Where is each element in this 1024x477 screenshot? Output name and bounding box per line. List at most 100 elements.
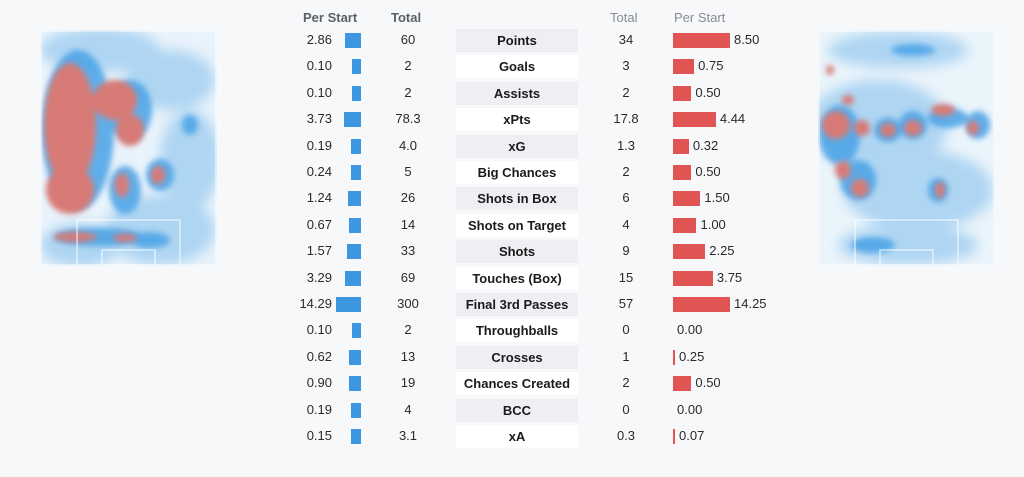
metric-label: Goals: [456, 55, 578, 79]
table-row: 0.10 2 Assists 2 0.50: [0, 81, 1024, 105]
left-total-value: 4: [404, 401, 412, 417]
metric-label: Assists: [456, 81, 578, 105]
left-per-start-value: 0.15: [306, 428, 332, 443]
right-bar: [673, 85, 692, 101]
left-per-start-value: 3.73: [306, 111, 332, 127]
right-bar: [673, 244, 706, 260]
metric-label: Touches (Box): [456, 266, 578, 290]
right-total-value: 9: [622, 243, 630, 259]
left-per-start-value: 0.19: [306, 137, 332, 153]
left-bar: [350, 165, 361, 180]
right-per-start-value: 14.25: [734, 296, 767, 311]
left-bar: [349, 217, 361, 233]
metric-label: Points: [456, 29, 578, 52]
right-per-start-value: 0.50: [695, 164, 721, 179]
heatmap-left: [40, 30, 217, 266]
table-row: 0.67 14 Shots on Target 4 1.00: [0, 213, 1024, 237]
left-total-value: 14: [400, 216, 416, 232]
left-bar: [351, 402, 361, 418]
left-total-value: 26: [400, 190, 416, 206]
left-per-start-value: 0.24: [306, 164, 332, 179]
right-total-value: 0.3: [616, 428, 636, 443]
header-left-total: Total: [391, 10, 422, 25]
table-row: 0.19 4 BCC 0 0.00: [0, 398, 1024, 422]
left-bar: [344, 270, 361, 286]
right-per-start-value: 3.75: [716, 269, 743, 285]
right-total-value: 34: [618, 32, 634, 47]
right-bar: [673, 297, 730, 312]
left-per-start-value: 14.29: [299, 296, 332, 311]
table-row: 1.24 26 Shots in Box 6 1.50: [0, 186, 1024, 211]
right-per-start-value: 0.50: [695, 375, 721, 391]
right-bar: [673, 112, 716, 128]
right-bar: [673, 165, 692, 180]
table-row: 0.62 13 Crosses 1 0.25: [0, 345, 1024, 369]
left-bar: [348, 376, 361, 392]
right-total-value: 3: [622, 58, 630, 74]
right-bar: [673, 59, 695, 75]
right-bar: [673, 429, 675, 444]
left-per-start-value: 0.10: [306, 322, 332, 338]
right-per-start-value: 0.00: [677, 322, 703, 338]
right-total-value: 2: [622, 84, 630, 100]
left-total-value: 4.0: [398, 137, 418, 153]
header-right-total: Total: [610, 10, 638, 25]
left-total-value: 300: [397, 296, 419, 311]
left-per-start-value: 1.24: [306, 190, 332, 206]
left-per-start-value: 3.29: [306, 269, 332, 285]
right-per-start-value: 0.00: [677, 401, 703, 417]
left-total-value: 2: [404, 322, 412, 338]
left-per-start-value: 0.10: [306, 58, 332, 74]
metric-label: BCC: [456, 398, 578, 422]
left-per-start-value: 2.86: [306, 32, 332, 47]
metric-label: xG: [456, 134, 578, 158]
metric-label: Throughballs: [456, 319, 578, 343]
right-bar: [673, 349, 675, 365]
table-row: 3.73 78.3 xPts 17.8 4.44: [0, 107, 1024, 132]
table-row: 1.57 33 Shots 9 2.25: [0, 239, 1024, 264]
right-per-start-value: 0.25: [679, 348, 705, 364]
left-total-value: 3.1: [398, 428, 418, 443]
right-per-start-value: 2.25: [709, 243, 735, 259]
heatmap-right-pitch: [818, 30, 995, 266]
right-total-value: 0: [622, 401, 630, 417]
left-bar: [336, 297, 361, 312]
heatmap-right: [818, 30, 995, 266]
right-bar: [673, 217, 697, 233]
right-bar: [673, 138, 689, 154]
right-total-value: 57: [618, 296, 634, 311]
right-total-value: 15: [618, 269, 634, 285]
left-total-value: 60: [400, 32, 416, 47]
left-bar: [345, 33, 361, 48]
header-left-per-start: Per Start: [303, 10, 358, 25]
metric-label: xPts: [456, 108, 578, 132]
right-total-value: 6: [622, 190, 630, 206]
left-total-value: 69: [400, 269, 416, 285]
table-row: 0.10 2 Goals 3 0.75: [0, 54, 1024, 79]
metric-label: xA: [456, 425, 578, 448]
right-per-start-value: 8.50: [734, 32, 760, 47]
metric-label: Chances Created: [456, 372, 578, 396]
right-per-start-value: 0.75: [698, 58, 724, 74]
left-per-start-value: 0.10: [306, 84, 332, 100]
table-row: 0.19 4.0 xG 1.3 0.32: [0, 134, 1024, 158]
right-total-value: 2: [622, 375, 630, 391]
left-bar: [351, 429, 361, 444]
left-bar: [351, 138, 361, 154]
left-per-start-value: 0.90: [306, 375, 332, 391]
heatmap-left-pitch: [40, 30, 217, 266]
left-total-value: 33: [400, 243, 416, 259]
table-row: 14.29 300 Final 3rd Passes 57 14.25: [0, 292, 1024, 316]
right-total-value: 2: [622, 164, 630, 179]
right-total-value: 0: [622, 322, 630, 338]
left-bar: [351, 59, 361, 75]
left-bar: [349, 349, 361, 365]
right-total-value: 1: [622, 348, 630, 364]
left-total-value: 2: [404, 84, 412, 100]
right-bar: [673, 191, 701, 207]
right-total-value: 4: [622, 216, 630, 232]
table-row: 0.24 5 Big Chances 2 0.50: [0, 160, 1024, 184]
right-total-value: 17.8: [613, 111, 639, 127]
table-row: 0.10 2 Throughballs 0 0.00: [0, 318, 1024, 343]
right-per-start-value: 4.44: [719, 111, 746, 127]
